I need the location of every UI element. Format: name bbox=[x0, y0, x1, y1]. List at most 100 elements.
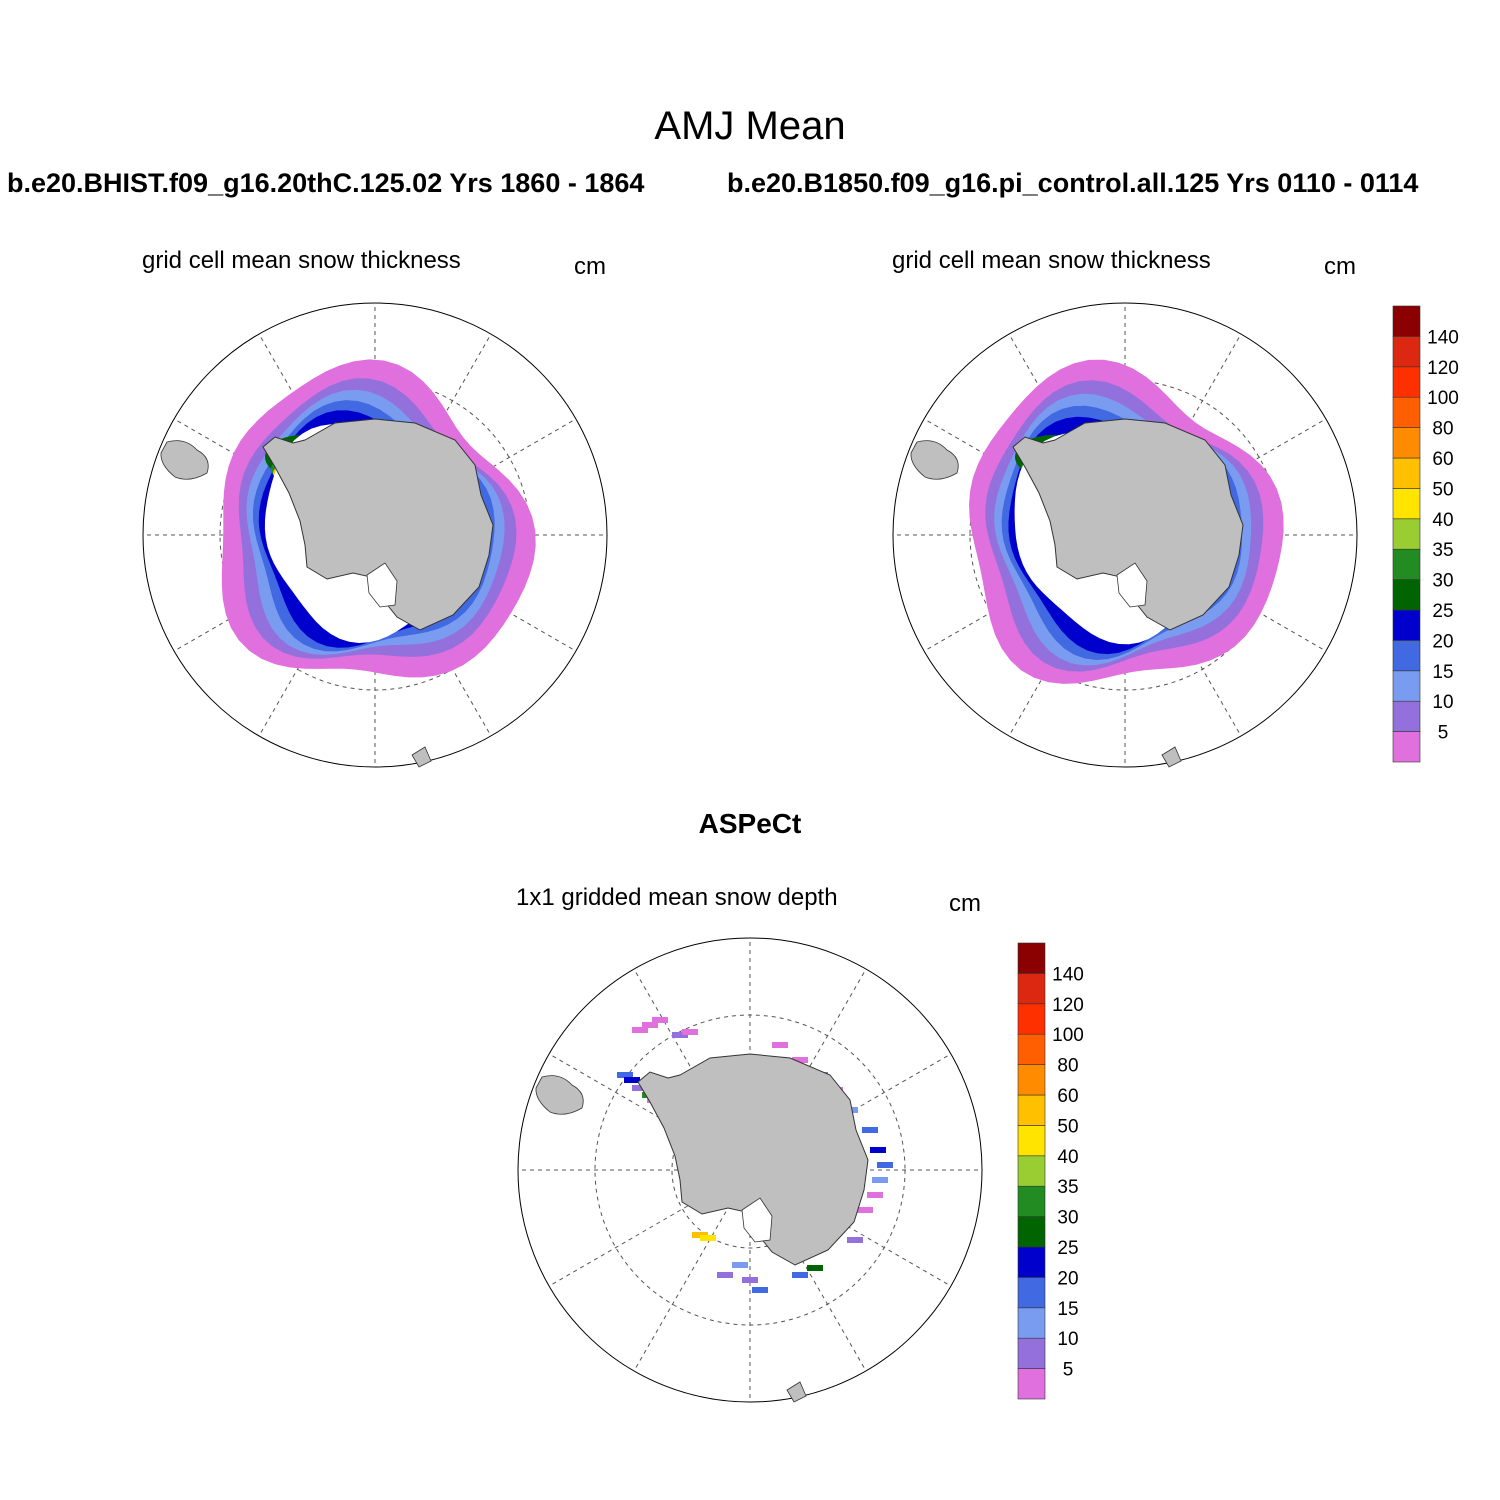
colorbar-tick-label: 20 bbox=[1432, 631, 1453, 652]
colorbar-tick-label: 35 bbox=[1432, 540, 1453, 561]
new-zealand-landmass bbox=[411, 746, 432, 768]
meridian-line bbox=[548, 1053, 751, 1171]
colorbar-tick-label: 20 bbox=[1057, 1268, 1078, 1289]
observation-cell bbox=[717, 1272, 733, 1278]
observation-cell bbox=[682, 1029, 698, 1035]
colorbar-tick-label: 25 bbox=[1057, 1238, 1078, 1259]
colorbar-swatch bbox=[1392, 518, 1421, 550]
observation-cell bbox=[862, 1127, 878, 1133]
figure-title: AMJ Mean bbox=[654, 104, 846, 148]
new-zealand-landmass bbox=[1161, 746, 1182, 768]
panel-left-map bbox=[142, 302, 608, 768]
colorbar-swatch bbox=[1017, 942, 1046, 974]
panel-left-case-title: b.e20.BHIST.f09_g16.20thC.125.02 Yrs 186… bbox=[7, 168, 645, 198]
colorbar-swatch bbox=[1392, 609, 1421, 641]
panel-right-units: cm bbox=[1324, 253, 1356, 280]
colorbar-bottom: 5 10 15 20 25 30 35 40 50 60 80 100 120 140 bbox=[1017, 942, 1084, 1400]
panel-right-case-title: b.e20.B1850.f09_g16.pi_control.all.125 Y… bbox=[727, 168, 1419, 198]
colorbar-tick-label: 80 bbox=[1057, 1056, 1078, 1077]
colorbar-tick-label: 5 bbox=[1063, 1360, 1074, 1381]
colorbar-swatch bbox=[1392, 457, 1421, 489]
colorbar-tick-label: 140 bbox=[1427, 327, 1459, 348]
colorbar-swatch bbox=[1392, 488, 1421, 520]
colorbar-swatch bbox=[1017, 1368, 1046, 1400]
colorbar-tick-label: 120 bbox=[1427, 358, 1459, 379]
colorbar-tick-label: 10 bbox=[1432, 692, 1453, 713]
colorbar-tick-label: 15 bbox=[1432, 662, 1453, 683]
observation-cell bbox=[872, 1177, 888, 1183]
colorbar-swatch bbox=[1392, 396, 1421, 428]
observation-cell bbox=[792, 1272, 808, 1278]
panel-right-map bbox=[892, 302, 1358, 768]
meridian-line bbox=[548, 1169, 751, 1287]
observation-cell bbox=[867, 1192, 883, 1198]
panel-bottom-subtitle: 1x1 gridded mean snow depth bbox=[516, 884, 838, 911]
observation-cell bbox=[672, 1032, 688, 1038]
colorbar-tick-label: 10 bbox=[1057, 1329, 1078, 1350]
colorbar-tick-label: 100 bbox=[1052, 1025, 1084, 1046]
colorbar-tick-label: 140 bbox=[1052, 964, 1084, 985]
observation-cell bbox=[870, 1147, 886, 1153]
colorbar-swatch bbox=[1017, 1277, 1046, 1309]
panel-left-subtitle: grid cell mean snow thickness bbox=[142, 247, 461, 274]
observation-cell bbox=[642, 1022, 658, 1028]
colorbar-swatch bbox=[1392, 700, 1421, 732]
colorbar-tick-label: 25 bbox=[1432, 601, 1453, 622]
observation-cell bbox=[624, 1077, 640, 1083]
new-zealand-landmass bbox=[786, 1381, 807, 1403]
observation-cell bbox=[847, 1237, 863, 1243]
observation-cell bbox=[877, 1162, 893, 1168]
observation-cell bbox=[752, 1287, 768, 1293]
colorbar-swatch bbox=[1017, 973, 1046, 1005]
colorbar-swatch bbox=[1392, 670, 1421, 702]
colorbar-swatch bbox=[1392, 731, 1421, 763]
colorbar-swatch bbox=[1392, 640, 1421, 672]
colorbar-swatch bbox=[1017, 1185, 1046, 1217]
observation-cell bbox=[857, 1207, 873, 1213]
observation-cell bbox=[772, 1042, 788, 1048]
panel-left-units: cm bbox=[574, 253, 606, 280]
colorbar-tick-label: 80 bbox=[1432, 419, 1453, 440]
observation-cell bbox=[807, 1265, 823, 1271]
colorbar-swatch bbox=[1017, 1003, 1046, 1035]
colorbar-tick-label: 60 bbox=[1432, 449, 1453, 470]
colorbar-swatch bbox=[1017, 1033, 1046, 1065]
colorbar-swatch bbox=[1392, 366, 1421, 398]
observation-cell bbox=[652, 1017, 668, 1023]
observation-cell bbox=[700, 1235, 716, 1241]
colorbar-tick-label: 30 bbox=[1057, 1208, 1078, 1229]
panel-right-subtitle: grid cell mean snow thickness bbox=[892, 247, 1211, 274]
observation-cell bbox=[742, 1277, 758, 1283]
colorbar-swatch bbox=[1017, 1246, 1046, 1278]
observation-cell bbox=[632, 1027, 648, 1033]
colorbar-swatch bbox=[1017, 1064, 1046, 1096]
panel-bottom-units: cm bbox=[949, 890, 981, 917]
colorbar-tick-label: 50 bbox=[1432, 479, 1453, 500]
colorbar-tick-label: 120 bbox=[1052, 995, 1084, 1016]
colorbar-tick-label: 60 bbox=[1057, 1086, 1078, 1107]
observation-cell bbox=[792, 1057, 808, 1063]
colorbar-right: 5 10 15 20 25 30 35 40 50 60 80 100 120 140 bbox=[1392, 305, 1459, 763]
colorbar-swatch bbox=[1017, 1307, 1046, 1339]
colorbar-tick-label: 40 bbox=[1057, 1147, 1078, 1168]
colorbar-tick-label: 40 bbox=[1432, 510, 1453, 531]
colorbar-tick-label: 5 bbox=[1438, 723, 1449, 744]
observation-cell bbox=[632, 1085, 648, 1091]
colorbar-swatch bbox=[1017, 1216, 1046, 1248]
colorbar-swatch bbox=[1392, 427, 1421, 459]
colorbar-swatch bbox=[1392, 548, 1421, 580]
meridian-line bbox=[749, 1169, 952, 1287]
colorbar-swatch bbox=[1017, 1125, 1046, 1157]
observation-cell bbox=[732, 1262, 748, 1268]
colorbar-tick-label: 35 bbox=[1057, 1177, 1078, 1198]
meridian-line bbox=[633, 1169, 751, 1372]
panel-bottom-map bbox=[517, 937, 983, 1403]
colorbar-swatch bbox=[1017, 1155, 1046, 1187]
colorbar-tick-label: 100 bbox=[1427, 388, 1459, 409]
observation-cell bbox=[617, 1072, 633, 1078]
colorbar-tick-label: 15 bbox=[1057, 1299, 1078, 1320]
colorbar-swatch bbox=[1392, 305, 1421, 337]
colorbar-swatch bbox=[1392, 336, 1421, 368]
colorbar-swatch bbox=[1017, 1337, 1046, 1369]
